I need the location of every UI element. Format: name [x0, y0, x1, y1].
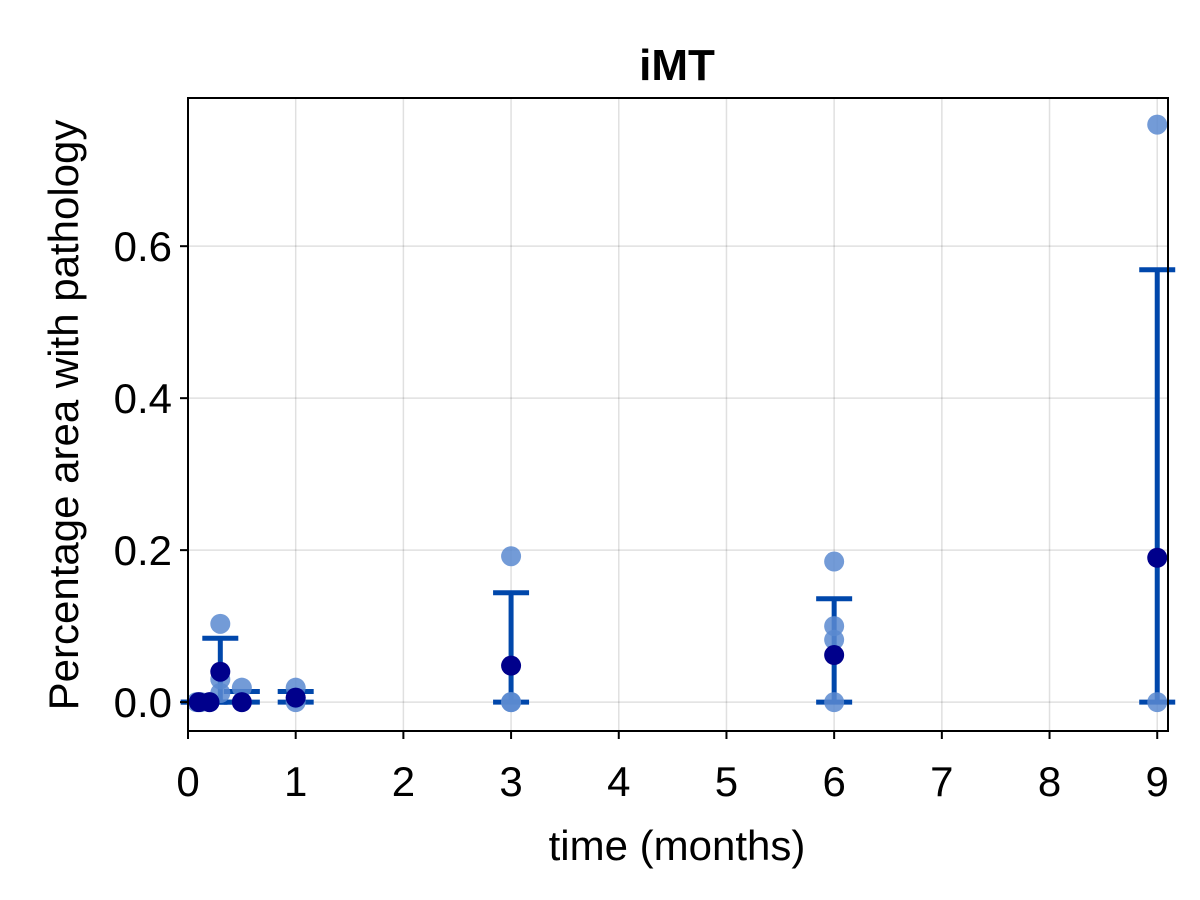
- y-tick-label: 0.2: [114, 527, 172, 574]
- y-axis-label: Percentage area with pathology: [40, 120, 87, 711]
- x-tick-label: 0: [176, 758, 199, 805]
- data-point: [1147, 114, 1168, 135]
- mean-point: [1147, 547, 1168, 568]
- mean-point: [210, 661, 231, 682]
- data-point: [501, 692, 522, 713]
- data-point: [824, 692, 845, 713]
- mean-point: [231, 692, 252, 713]
- chart-title: iMT: [639, 41, 715, 90]
- x-tick-label: 3: [499, 758, 522, 805]
- individual-points: [186, 114, 1168, 713]
- y-axis-ticks: 0.0 0.2 0.4 0.6: [114, 223, 188, 726]
- data-point: [824, 616, 845, 637]
- mean-point: [824, 645, 845, 666]
- error-bar: [493, 590, 530, 705]
- y-tick-label: 0.6: [114, 223, 172, 270]
- data-point: [1147, 692, 1168, 713]
- plot-frame: [187, 97, 1169, 732]
- data-point: [210, 613, 231, 634]
- x-axis-label: time (months): [549, 822, 806, 869]
- data-point: [824, 551, 845, 572]
- x-axis-ticks: 0 1 2 3 4 5 6 7 8 9: [176, 731, 1169, 805]
- x-tick-label: 6: [822, 758, 845, 805]
- mean-point: [285, 687, 306, 708]
- mean-point: [501, 655, 522, 676]
- x-tick-label: 8: [1038, 758, 1061, 805]
- x-tick-label: 7: [930, 758, 953, 805]
- error-bars: [180, 267, 1176, 705]
- x-tick-label: 4: [607, 758, 630, 805]
- data-point: [501, 546, 522, 567]
- error-bar: [1139, 267, 1176, 705]
- x-tick-label: 5: [715, 758, 738, 805]
- x-tick-label: 2: [392, 758, 415, 805]
- data-point: [824, 629, 845, 650]
- grid: [187, 98, 1168, 731]
- mean-points: [188, 547, 1168, 713]
- x-tick-label: 1: [284, 758, 307, 805]
- mean-point: [199, 692, 220, 713]
- data-point: [231, 677, 252, 698]
- x-tick-label: 9: [1146, 758, 1169, 805]
- y-tick-label: 0.0: [114, 679, 172, 726]
- y-tick-label: 0.4: [114, 375, 172, 422]
